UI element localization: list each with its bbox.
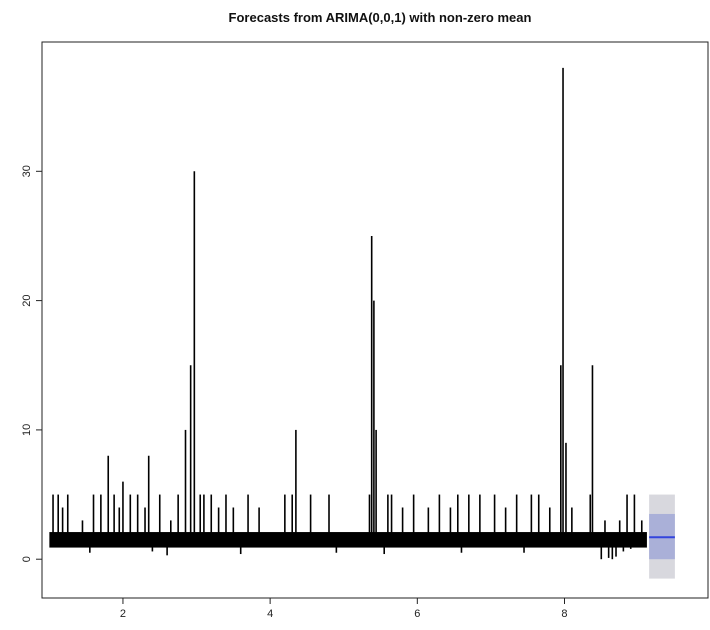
plot-frame	[41, 41, 709, 599]
y-axis: 0 10 20 30	[21, 165, 42, 562]
x-tick-label: 2	[120, 608, 126, 620]
plot-area	[49, 67, 675, 579]
y-tick-label: 10	[21, 424, 33, 436]
y-tick-label: 0	[21, 556, 33, 562]
x-tick-label: 6	[414, 608, 420, 620]
y-tick-label: 30	[21, 165, 33, 177]
x-tick-label: 4	[267, 608, 273, 620]
y-tick-label: 20	[21, 294, 33, 306]
x-axis: 2 4 6 8	[120, 598, 568, 620]
x-tick-label: 8	[561, 608, 567, 620]
chart-title: Forecasts from ARIMA(0,0,1) with non-zer…	[229, 10, 532, 25]
observed-baseline-band	[49, 532, 647, 548]
